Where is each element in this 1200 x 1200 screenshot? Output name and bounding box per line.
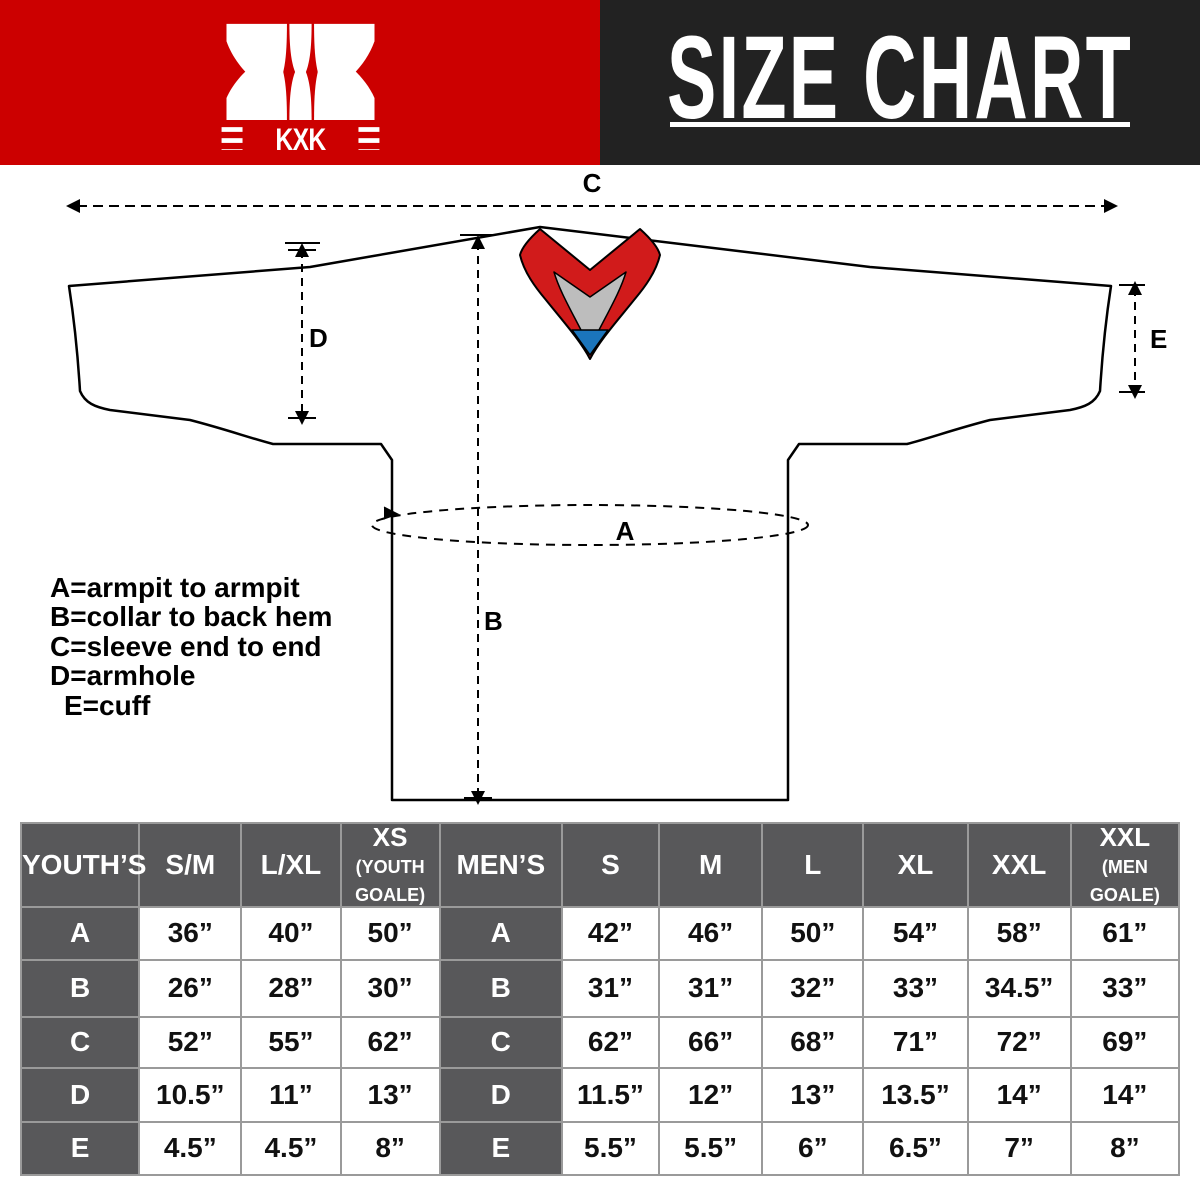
svg-text:E: E (1150, 324, 1167, 354)
svg-text:B: B (484, 606, 503, 636)
svg-text:A: A (616, 516, 635, 546)
svg-text:C: C (583, 170, 602, 198)
svg-text:D: D (309, 323, 328, 353)
svg-text:KXK: KXK (275, 121, 326, 150)
